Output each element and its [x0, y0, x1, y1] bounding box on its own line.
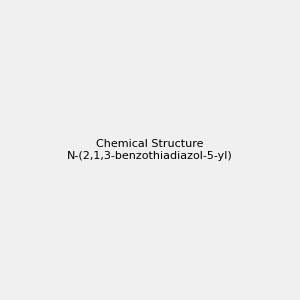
Text: Chemical Structure
N-(2,1,3-benzothiadiazol-5-yl): Chemical Structure N-(2,1,3-benzothiadia… [67, 139, 233, 161]
